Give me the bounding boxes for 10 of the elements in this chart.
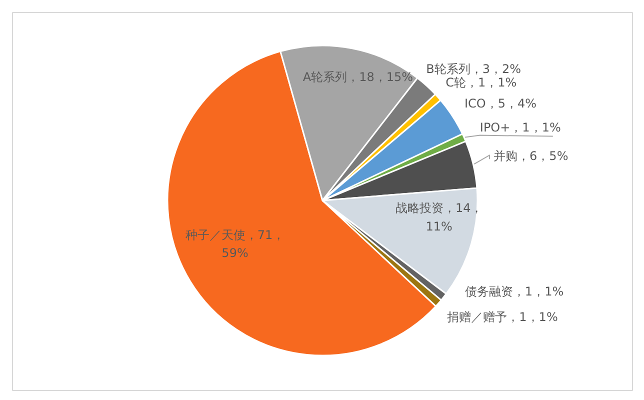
slice-label: B轮系列，3，2% xyxy=(426,62,522,76)
slice-label: A轮系列，18，15% xyxy=(302,70,414,84)
slice-label: 债务融资，1，1% xyxy=(464,284,564,298)
slice-label: 战略投资，14，11% xyxy=(395,201,483,234)
slice-label: 并购，6，5% xyxy=(494,149,568,164)
slice-label: 种子／天使，71，59% xyxy=(185,228,285,260)
slice-label: IPO+，1，1% xyxy=(480,120,561,134)
slice-label: ICO，5，4% xyxy=(464,96,537,110)
slice-label: C轮，1，1% xyxy=(446,76,517,90)
slice-label: 捐赠／赠予，1，1% xyxy=(447,310,558,324)
